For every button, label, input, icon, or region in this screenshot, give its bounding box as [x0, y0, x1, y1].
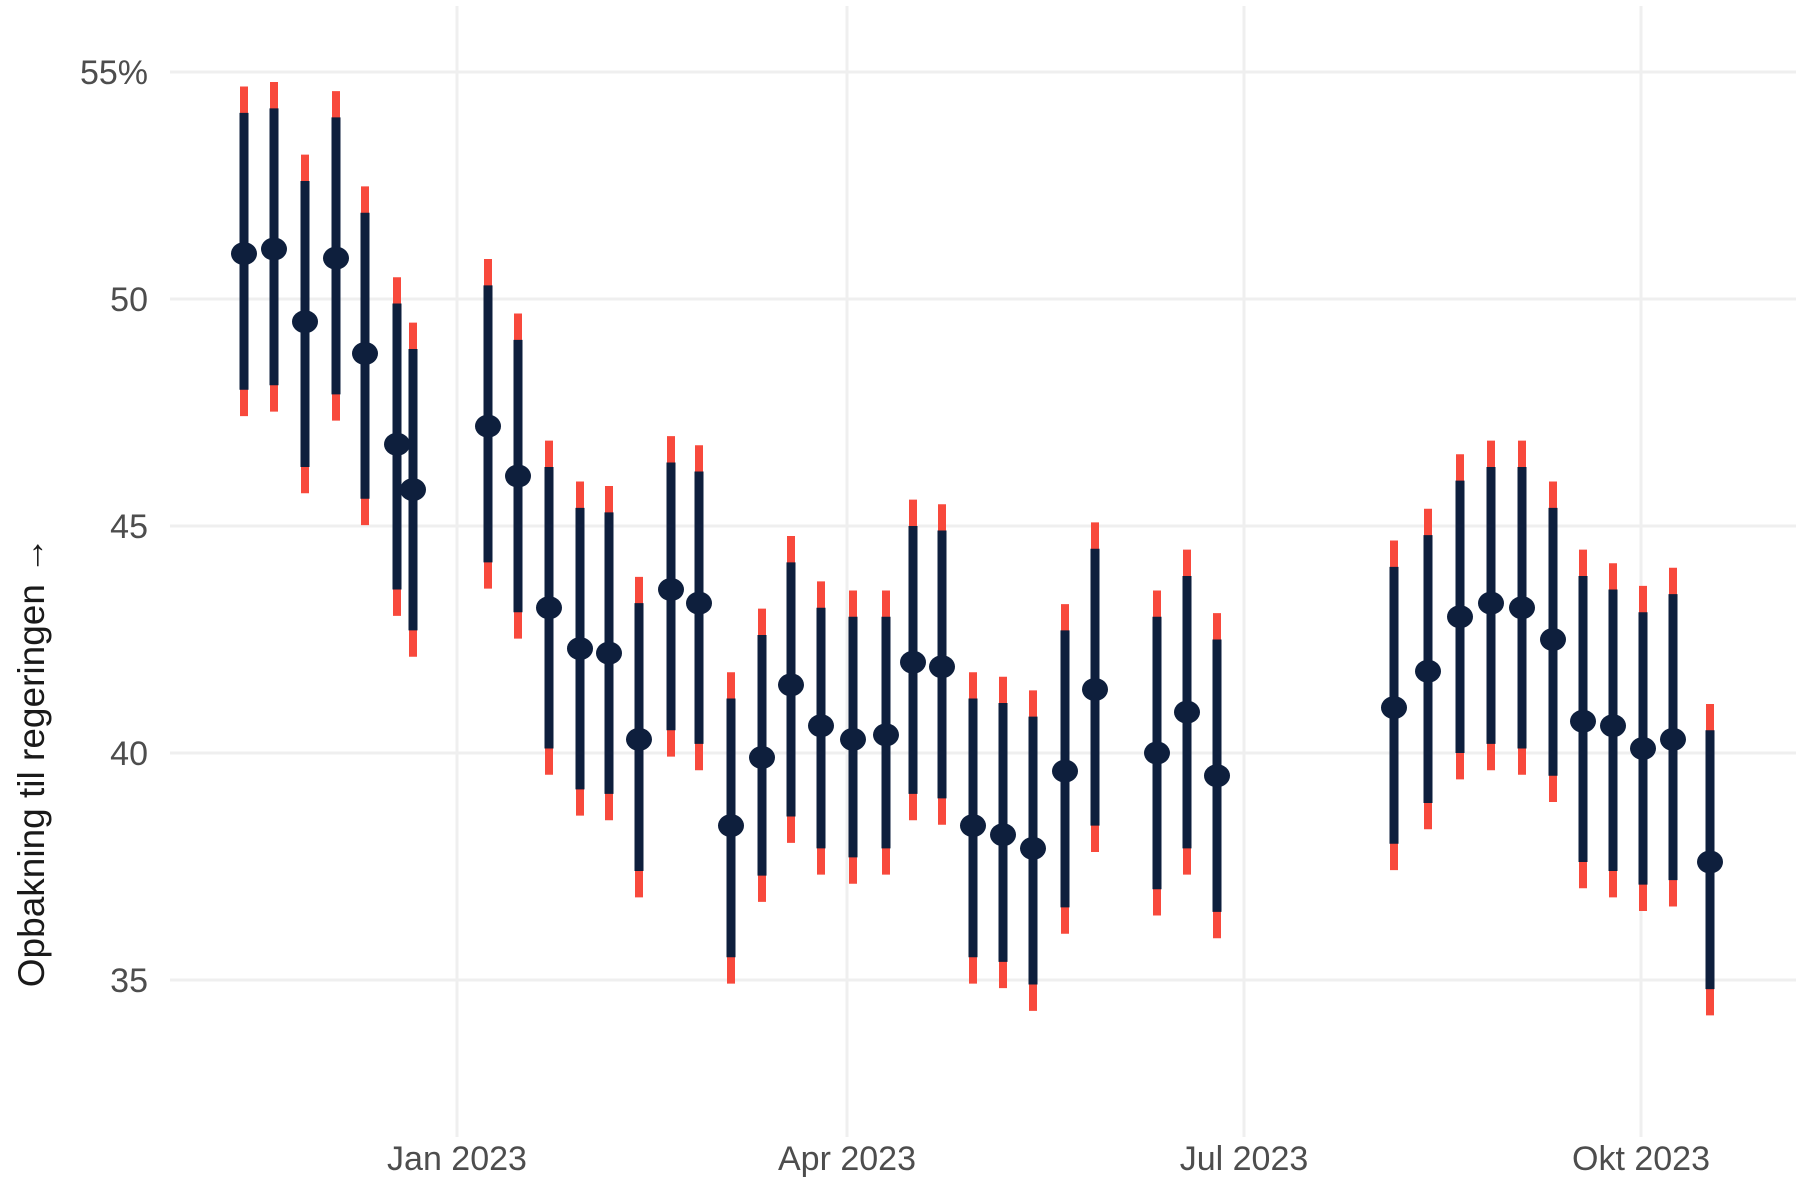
poll-pointrange	[749, 608, 775, 902]
poll-pointrange	[567, 481, 593, 816]
poll-pointrange	[1381, 540, 1407, 871]
poll-pointrange	[1020, 690, 1046, 1011]
y-tick-label: 45	[110, 508, 148, 546]
poll-point	[1478, 591, 1504, 615]
poll-pointrange	[352, 186, 378, 526]
poll-point	[1447, 605, 1473, 629]
poll-point	[990, 823, 1016, 847]
poll-pointrange	[475, 259, 501, 589]
poll-point	[873, 723, 899, 747]
poll-pointrange	[1174, 549, 1200, 875]
poll-pointrange	[1600, 563, 1626, 898]
poll-pointrange	[658, 436, 684, 757]
poll-pointrange	[1447, 454, 1473, 780]
poll-point	[1020, 836, 1046, 860]
poll-pointrange	[1204, 613, 1230, 939]
poll-point	[1381, 696, 1407, 720]
poll-pointrange	[990, 676, 1016, 989]
poll-point	[1660, 727, 1686, 751]
poll-pointrange	[626, 576, 652, 898]
poll-point	[626, 727, 652, 751]
poll-point	[1204, 764, 1230, 788]
poll-pointrange	[873, 590, 899, 875]
poll-pointrange	[1509, 440, 1535, 775]
poll-pointrange	[1697, 703, 1723, 1016]
poll-pointrange	[596, 486, 622, 821]
poll-pointrange	[718, 672, 744, 984]
poll-point	[384, 432, 410, 456]
poll-point	[1082, 677, 1108, 701]
y-tick-label: 40	[110, 735, 148, 773]
poll-point	[1540, 628, 1566, 651]
poll-pointrange	[1478, 440, 1504, 771]
poll-point	[596, 641, 622, 665]
poll-point	[840, 727, 866, 751]
poll-point	[261, 237, 287, 261]
x-tick-label: Apr 2023	[778, 1140, 916, 1178]
poll-pointrange	[400, 322, 426, 657]
poll-point	[686, 591, 712, 615]
poll-pointrange	[292, 154, 318, 494]
poll-point	[960, 814, 986, 838]
poll-pointrange	[1052, 604, 1078, 934]
poll-point	[1600, 714, 1626, 738]
poll-pointrange	[536, 440, 562, 775]
poll-pointrange	[505, 313, 531, 639]
poll-point	[231, 242, 257, 266]
poll-point	[718, 814, 744, 838]
poll-pointrange	[384, 277, 410, 616]
poll-pointrange	[1144, 590, 1170, 916]
poll-pointrange	[808, 581, 834, 875]
poll-point	[400, 478, 426, 502]
poll-point	[505, 464, 531, 488]
poll-point	[808, 714, 834, 738]
poll-point	[658, 578, 684, 602]
poll-point	[323, 246, 349, 270]
poll-pointrange	[1082, 522, 1108, 852]
poll-point	[900, 650, 926, 674]
poll-pointrange	[840, 590, 866, 884]
y-tick-label: 35	[110, 962, 148, 1000]
poll-pointrange	[323, 91, 349, 421]
poll-pointrange	[686, 445, 712, 771]
poll-pointrange	[261, 81, 287, 412]
poll-pointrange	[778, 535, 804, 843]
x-tick-label: Okt 2023	[1572, 1140, 1710, 1178]
poll-point	[1144, 741, 1170, 765]
poll-pointrange	[929, 504, 955, 825]
poll-point	[1509, 596, 1535, 620]
poll-point	[1570, 709, 1596, 733]
poll-point	[567, 637, 593, 661]
grid-layer	[170, 6, 1796, 1137]
poll-point	[1415, 659, 1441, 683]
axis-labels-layer: 55% 50 45 40 35 Jan 2023 Apr 2023 Jul 2023 Okt 2…	[80, 54, 1710, 1178]
y-tick-label: 50	[110, 281, 148, 319]
poll-pointrange	[1570, 549, 1596, 889]
poll-point	[749, 746, 775, 770]
poll-pointrange	[1415, 508, 1441, 830]
poll-point	[778, 673, 804, 697]
poll-point	[352, 341, 378, 365]
poll-pointrange	[900, 499, 926, 821]
poll-point	[292, 310, 318, 334]
poll-intervals-layer	[231, 81, 1723, 1016]
y-tick-label: 55%	[80, 54, 148, 92]
poll-point	[1630, 736, 1656, 760]
poll-pointrange	[231, 86, 257, 417]
poll-pointrange	[1630, 585, 1656, 911]
poll-pointrange	[960, 672, 986, 984]
poll-point	[536, 596, 562, 620]
poll-point	[475, 414, 501, 438]
x-tick-label: Jan 2023	[387, 1140, 527, 1178]
x-tick-label: Jul 2023	[1180, 1140, 1309, 1178]
poll-point	[1052, 759, 1078, 783]
poll-pointrange	[1660, 567, 1686, 907]
y-axis-title: Opbakning til regeringen →	[11, 537, 52, 987]
poll-point	[1174, 700, 1200, 724]
poll-point	[1697, 850, 1723, 874]
poll-pointrange	[1540, 481, 1566, 803]
poll-point	[929, 655, 955, 679]
